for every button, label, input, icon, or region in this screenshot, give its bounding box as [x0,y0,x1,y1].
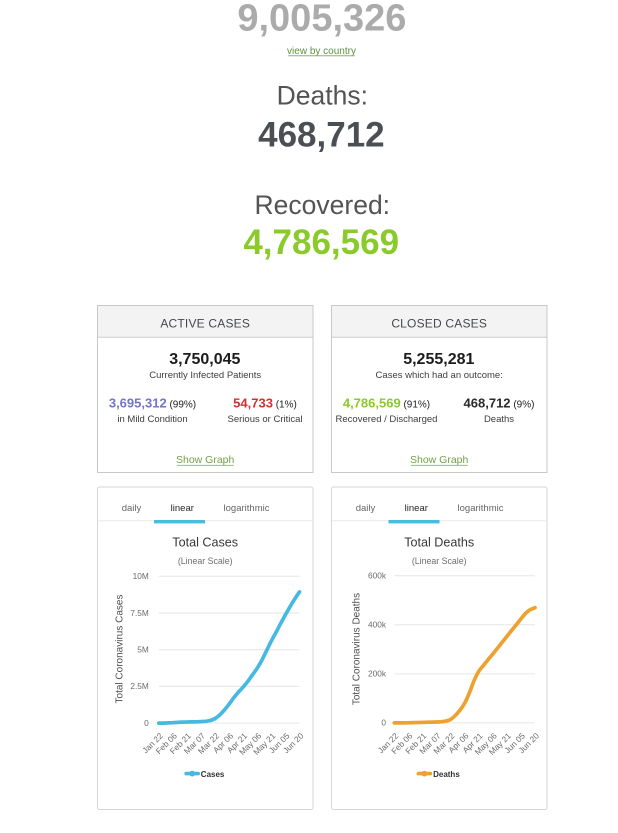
svg-text:ACTIVE CASES: ACTIVE CASES [160,316,250,330]
svg-text:Total Cases: Total Cases [172,536,238,550]
svg-text:400k: 400k [368,620,387,630]
svg-text:7.5M: 7.5M [130,608,149,618]
svg-text:Serious or Critical: Serious or Critical [228,414,303,425]
svg-text:Total Deaths: Total Deaths [404,536,474,550]
svg-text:Deaths: Deaths [484,414,514,425]
svg-text:5,255,281: 5,255,281 [403,351,474,368]
svg-text:logarithmic: logarithmic [458,503,504,514]
svg-text:468,712: 468,712 [258,116,385,155]
svg-text:linear: linear [405,503,428,514]
svg-text:54,733 (1%): 54,733 (1%) [233,395,297,410]
svg-text:600k: 600k [368,571,387,581]
svg-text:(Linear Scale): (Linear Scale) [412,556,467,566]
svg-text:Cases: Cases [201,770,225,779]
svg-text:linear: linear [171,503,194,514]
svg-text:0: 0 [144,718,149,728]
svg-text:Cases which had an outcome:: Cases which had an outcome: [376,370,503,381]
svg-text:logarithmic: logarithmic [224,503,270,514]
svg-text:Deaths:: Deaths: [277,81,368,111]
svg-text:daily: daily [122,503,142,514]
svg-text:in Mild Condition: in Mild Condition [117,414,187,425]
svg-text:Show Graph: Show Graph [410,454,469,466]
svg-text:Total Coronavirus Cases: Total Coronavirus Cases [115,595,126,704]
svg-text:Total Coronavirus Deaths: Total Coronavirus Deaths [352,593,363,705]
svg-text:CLOSED CASES: CLOSED CASES [391,316,487,330]
svg-text:Recovered / Discharged: Recovered / Discharged [336,414,438,425]
svg-text:4,786,569 (91%): 4,786,569 (91%) [343,395,430,410]
svg-text:3,750,045: 3,750,045 [169,351,240,368]
svg-text:9,005,326: 9,005,326 [237,0,406,40]
svg-text:Deaths: Deaths [433,770,460,779]
svg-text:view by country: view by country [287,46,356,57]
svg-text:10M: 10M [133,571,149,581]
svg-text:4,786,569: 4,786,569 [243,223,399,262]
svg-text:(Linear Scale): (Linear Scale) [178,556,233,566]
svg-text:Recovered:: Recovered: [255,190,391,220]
svg-text:Currently Infected Patients: Currently Infected Patients [149,370,261,381]
svg-text:468,712 (9%): 468,712 (9%) [464,395,535,410]
svg-text:Show Graph: Show Graph [176,454,235,466]
svg-text:0: 0 [381,718,386,728]
svg-text:200k: 200k [368,669,387,679]
svg-text:3,695,312 (99%): 3,695,312 (99%) [109,395,196,410]
svg-text:2.5M: 2.5M [130,681,149,691]
svg-text:5M: 5M [137,645,149,655]
svg-text:daily: daily [356,503,376,514]
